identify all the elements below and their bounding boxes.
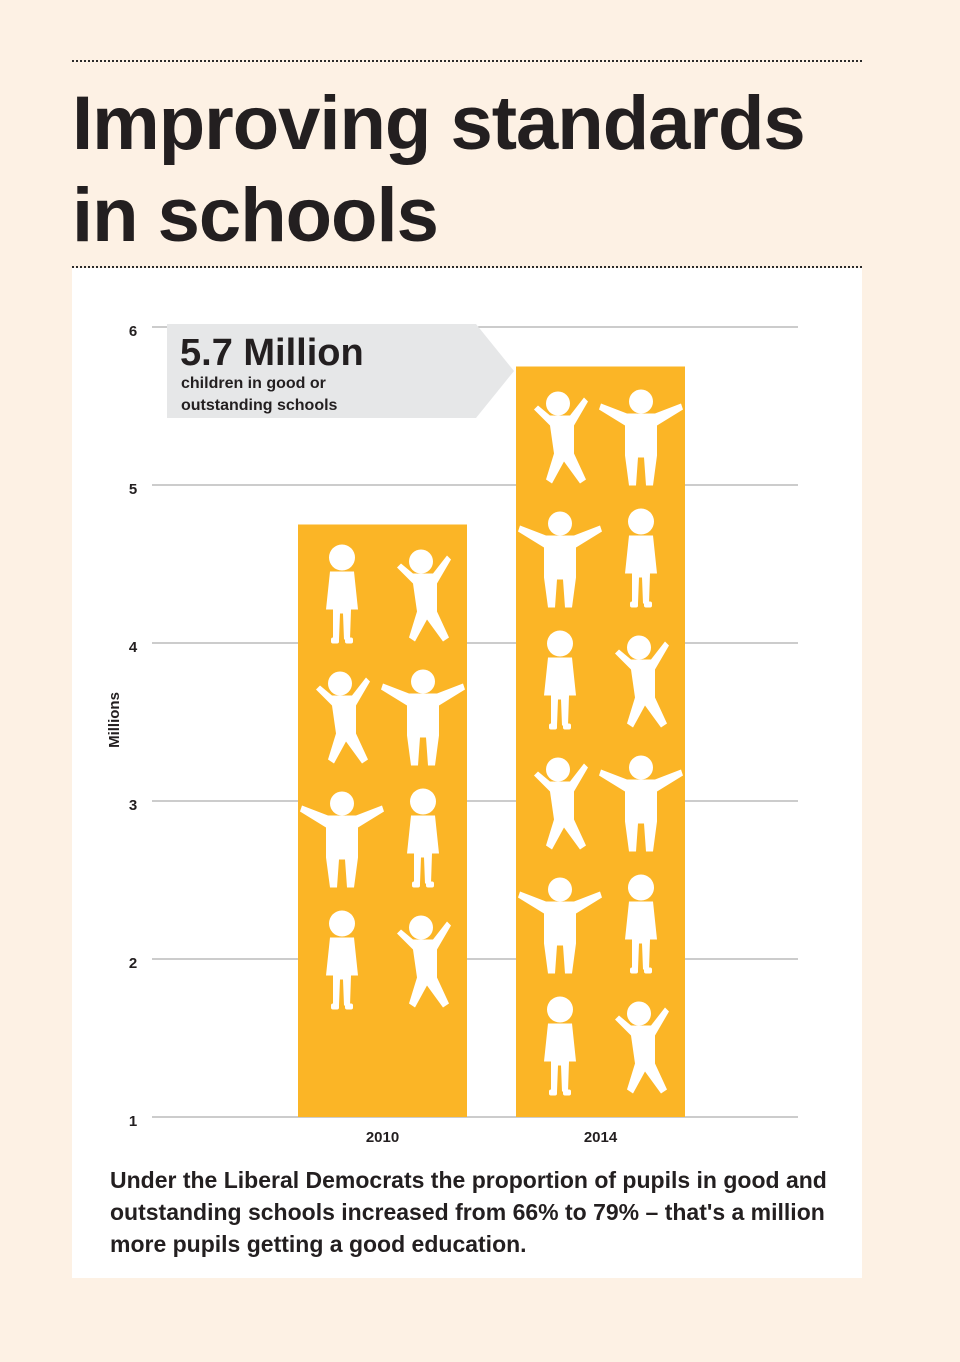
y-axis-ticks: 1 2 3 4 5 6 <box>129 323 138 1130</box>
y-tick-label: 4 <box>129 639 138 656</box>
page-title: Improving standards in schools <box>72 78 872 262</box>
callout-arrow-box <box>167 324 514 418</box>
bars <box>298 366 685 1117</box>
top-dotted-rule <box>72 60 862 62</box>
callout-line-1: children in good or <box>181 375 326 392</box>
callout-headline: 5.7 Million <box>180 332 364 374</box>
y-axis-label: Millions <box>106 692 123 748</box>
bar <box>516 366 685 1117</box>
callout: 5.7 Million children in good or outstand… <box>167 324 514 418</box>
y-tick-label: 3 <box>129 797 137 814</box>
bar-2010 <box>298 524 467 1117</box>
x-axis-labels: 2010 2014 <box>366 1129 618 1146</box>
bottom-dotted-rule <box>72 266 862 268</box>
y-tick-label: 2 <box>129 955 137 972</box>
summary-caption: Under the Liberal Democrats the proporti… <box>110 1167 827 1257</box>
title-line-1: Improving standards <box>72 81 806 166</box>
callout-line-2: outstanding schools <box>181 397 338 414</box>
bar-2014 <box>516 366 685 1117</box>
y-tick-label: 5 <box>129 481 137 498</box>
grid-lines <box>152 326 798 1118</box>
title-line-2: in schools <box>72 173 439 258</box>
x-tick-label: 2014 <box>584 1129 618 1146</box>
y-tick-label: 6 <box>129 323 137 340</box>
x-tick-label: 2010 <box>366 1129 399 1146</box>
y-tick-label: 1 <box>129 1113 137 1130</box>
